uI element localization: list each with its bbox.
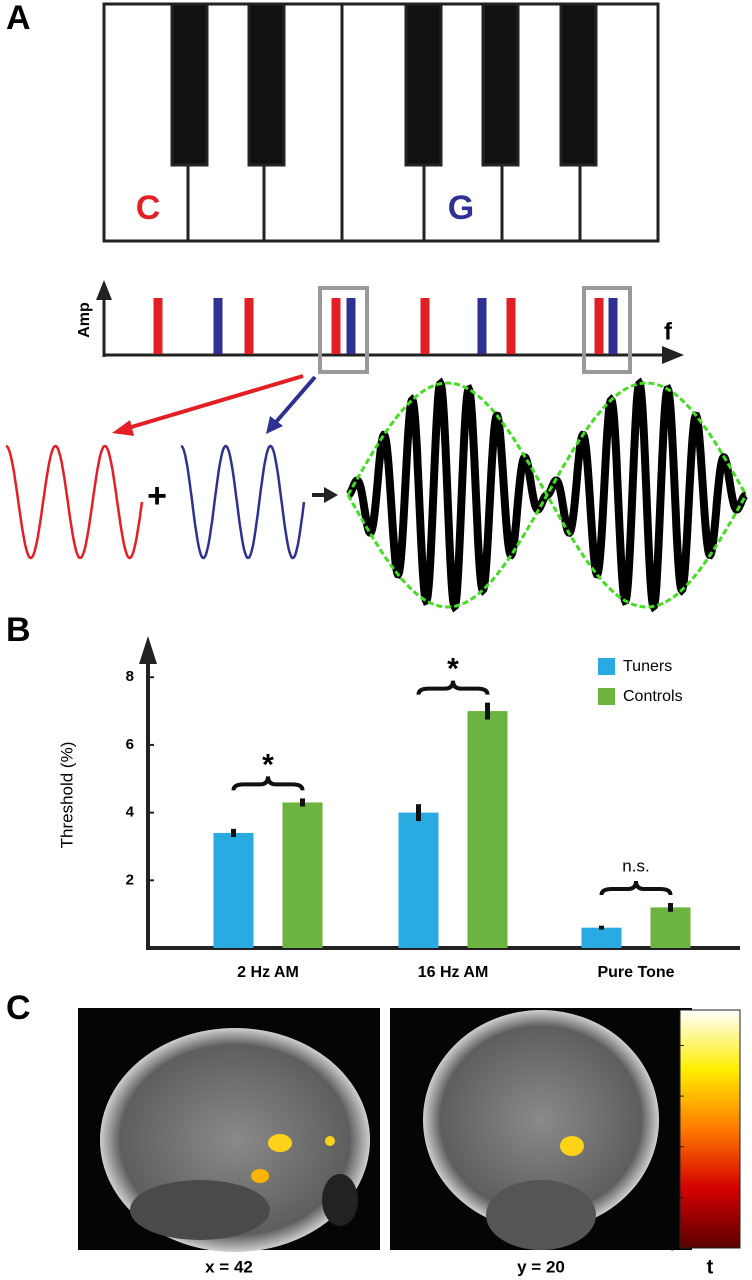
- colorbar-tick-label: 4: [669, 1040, 675, 1051]
- bar: [467, 711, 508, 948]
- legend-swatch: [598, 688, 615, 705]
- slice-label: x = 42: [205, 1257, 253, 1276]
- panel-label: C: [6, 989, 31, 1027]
- bar: [581, 927, 622, 948]
- piano: [102, 2, 660, 243]
- y-axis-label: Threshold (%): [57, 742, 76, 849]
- bar: [398, 812, 439, 948]
- arrows: [112, 374, 338, 503]
- axis-label: f: [664, 318, 673, 345]
- note-label: G: [448, 189, 474, 227]
- legend-label: Controls: [623, 688, 683, 705]
- panel-label: B: [6, 611, 31, 649]
- sine-wave: [180, 444, 306, 560]
- colorbar-label: t: [707, 1256, 714, 1278]
- brace: [231, 776, 305, 791]
- envelope: [346, 381, 748, 609]
- annotation: n.s.: [622, 856, 649, 875]
- brain-image: [78, 1008, 692, 1252]
- colorbar-tick-label: 1: [669, 1192, 675, 1203]
- y-tick-label: 8: [126, 668, 134, 685]
- colorbar-tick-label: 0: [669, 1243, 675, 1254]
- bar: [282, 802, 323, 948]
- y-tick-label: 6: [126, 736, 134, 753]
- annotation: *: [447, 653, 459, 686]
- axis-label: Amp: [76, 302, 93, 338]
- y-tick-label: 2: [126, 871, 134, 888]
- x-tick-label: Pure Tone: [597, 964, 674, 981]
- legend-label: Tuners: [623, 658, 672, 675]
- spectrum-axes: [96, 280, 684, 364]
- colorbar-tick-label: 2: [669, 1141, 675, 1152]
- sine-wave: [5, 444, 144, 560]
- spectral-lines: [153, 298, 618, 354]
- highlight-box: [318, 286, 632, 374]
- colorbar: [679, 1009, 741, 1249]
- bar: [213, 832, 254, 948]
- x-tick-label: 16 Hz AM: [418, 964, 489, 981]
- x-tick-label: 2 Hz AM: [237, 964, 299, 981]
- colorbar-tick-label: 3: [669, 1091, 675, 1102]
- panel-label: A: [6, 0, 31, 37]
- note-label: C: [136, 189, 161, 227]
- annotation: *: [262, 748, 274, 781]
- legend-swatch: [598, 658, 615, 675]
- y-tick-label: 4: [126, 804, 135, 821]
- slice-label: y = 20: [517, 1257, 565, 1276]
- bar: [650, 907, 691, 948]
- plus: +: [147, 477, 167, 515]
- brace: [599, 880, 673, 896]
